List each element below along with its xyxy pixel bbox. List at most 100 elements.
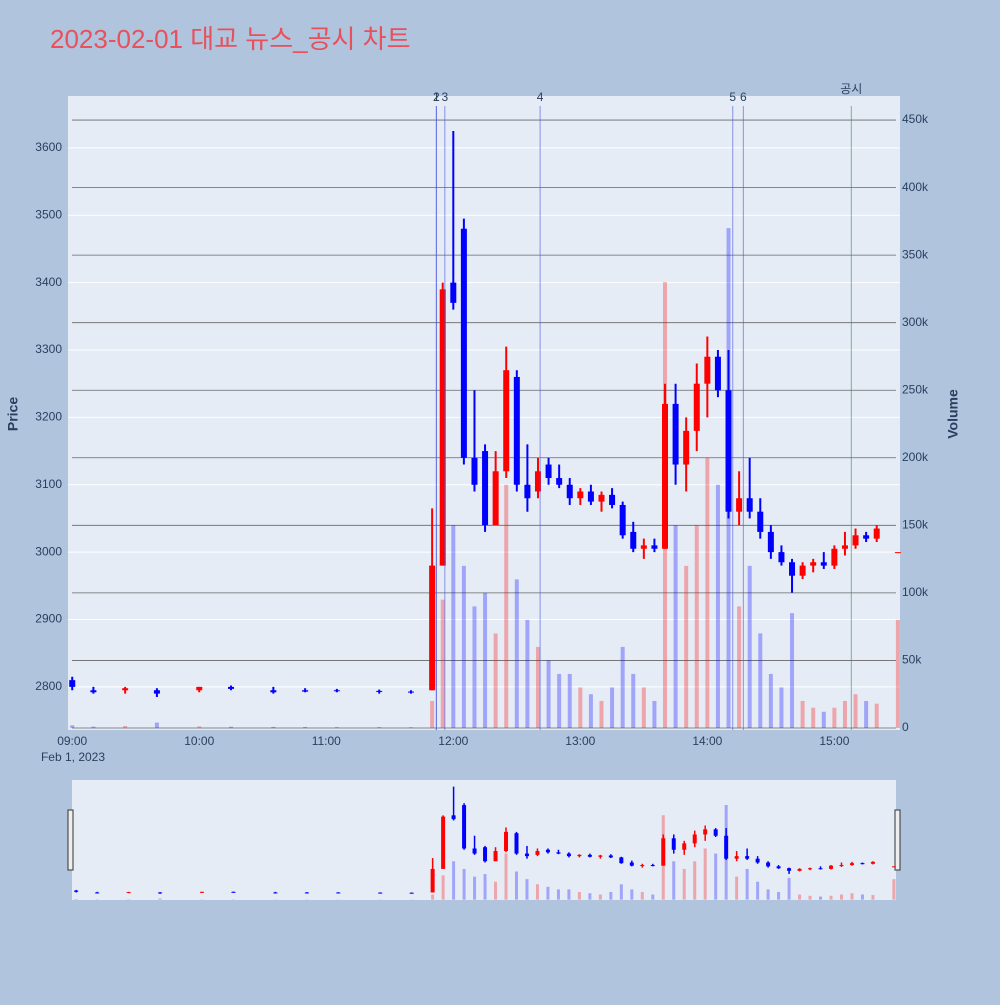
candle-body xyxy=(757,512,763,532)
mini-volume-bar xyxy=(620,884,623,899)
volume-bar xyxy=(684,566,688,728)
x-tick-label: 13:00 xyxy=(565,734,595,748)
mini-candle-body xyxy=(609,855,613,857)
chart-title: 2023-02-01 대교 뉴스_공시 차트 xyxy=(50,24,411,54)
candle-body xyxy=(778,552,784,562)
mini-candle-body xyxy=(892,866,896,867)
y2-tick-label: 350k xyxy=(902,247,929,261)
candle-body xyxy=(546,465,552,478)
candle-body xyxy=(598,495,604,502)
mini-volume-bar xyxy=(588,893,591,899)
candle-body xyxy=(768,532,774,552)
mini-volume-bar xyxy=(557,889,560,899)
volume-bar xyxy=(642,687,646,728)
candle-body xyxy=(641,545,647,548)
volume-bar xyxy=(716,485,720,728)
volume-bar xyxy=(652,701,656,728)
volume-bar xyxy=(123,726,127,728)
volume-bar xyxy=(91,727,95,728)
mini-candle-body xyxy=(724,836,728,859)
y-tick-label: 3200 xyxy=(35,410,62,424)
volume-bar xyxy=(748,566,752,728)
mini-volume-bar xyxy=(746,869,749,900)
mini-volume-bar xyxy=(578,892,581,900)
mini-volume-bar xyxy=(819,897,822,900)
volume-bar xyxy=(864,701,868,728)
y2-tick-label: 250k xyxy=(902,382,929,396)
candle-body xyxy=(831,549,837,566)
mini-candle-body xyxy=(714,829,718,835)
mini-candle-body xyxy=(462,805,466,848)
mini-candle-body xyxy=(860,863,864,864)
candle-body xyxy=(122,688,128,690)
mini-candle-body xyxy=(766,863,770,867)
y-tick-label: 3300 xyxy=(35,342,62,356)
mini-volume-bar xyxy=(473,877,476,900)
mini-candle-body xyxy=(630,863,634,866)
mini-volume-bar xyxy=(704,848,707,899)
mini-candle-body xyxy=(640,865,644,866)
volume-bar xyxy=(441,600,445,728)
candle-body xyxy=(503,370,509,471)
volume-bar xyxy=(790,613,794,728)
volume-bar xyxy=(303,727,307,728)
mini-volume-bar xyxy=(777,892,780,900)
y-tick-label: 2800 xyxy=(35,679,62,693)
mini-candle-body xyxy=(682,843,686,849)
mini-candle-body xyxy=(483,847,487,861)
volume-bar xyxy=(779,687,783,728)
mini-volume-bar xyxy=(871,895,874,900)
mini-volume-bar xyxy=(788,878,791,900)
mini-volume-bar xyxy=(641,892,644,900)
y-tick-label: 3000 xyxy=(35,544,62,558)
y-tick-label: 3500 xyxy=(35,207,62,221)
candle-body xyxy=(461,229,467,458)
candle-body xyxy=(228,687,234,689)
y2-axis-title: Volume xyxy=(945,389,961,439)
x-tick-label: 14:00 xyxy=(692,734,722,748)
x-tick-label: 15:00 xyxy=(819,734,849,748)
mini-candle-body xyxy=(494,851,498,861)
volume-bar xyxy=(451,525,455,728)
y2-tick-label: 300k xyxy=(902,315,929,329)
mini-volume-bar xyxy=(630,889,633,899)
mini-volume-bar xyxy=(515,871,518,899)
mini-volume-bar xyxy=(756,882,759,900)
candle-body xyxy=(895,552,901,553)
y-axis-title: Price xyxy=(5,397,21,431)
y-tick-label: 3100 xyxy=(35,477,62,491)
mini-candle-body xyxy=(336,892,340,893)
candle-body xyxy=(673,404,679,465)
volume-bar xyxy=(737,606,741,728)
candle-body xyxy=(853,535,859,545)
volume-bar xyxy=(801,701,805,728)
candle-body xyxy=(694,384,700,431)
mini-candle-body xyxy=(158,892,162,893)
mini-candle-body xyxy=(598,855,602,856)
candle-body xyxy=(588,491,594,501)
mini-candle-body xyxy=(850,863,854,865)
slider-handle[interactable] xyxy=(68,810,73,870)
mini-volume-bar xyxy=(442,875,445,899)
volume-bar xyxy=(610,687,614,728)
volume-bar xyxy=(515,579,519,728)
candle-body xyxy=(471,458,477,485)
mini-candle-body xyxy=(567,854,571,857)
mini-candle-body xyxy=(819,868,823,869)
mini-volume-bar xyxy=(767,889,770,899)
mini-volume-bar xyxy=(536,884,539,899)
y-tick-label: 3600 xyxy=(35,140,62,154)
volume-bar xyxy=(409,727,413,728)
volume-bar xyxy=(525,620,529,728)
mini-volume-bar xyxy=(494,882,497,900)
mini-candle-body xyxy=(619,857,623,863)
event-label: 6 xyxy=(740,90,747,104)
slider-handle[interactable] xyxy=(895,810,900,870)
mini-candle-body xyxy=(693,834,697,843)
mini-candle-body xyxy=(378,893,382,894)
volume-bar xyxy=(430,701,434,728)
mini-candle-body xyxy=(305,892,309,893)
y2-tick-label: 400k xyxy=(902,180,929,194)
volume-bar xyxy=(229,727,233,728)
mini-volume-bar xyxy=(735,877,738,900)
